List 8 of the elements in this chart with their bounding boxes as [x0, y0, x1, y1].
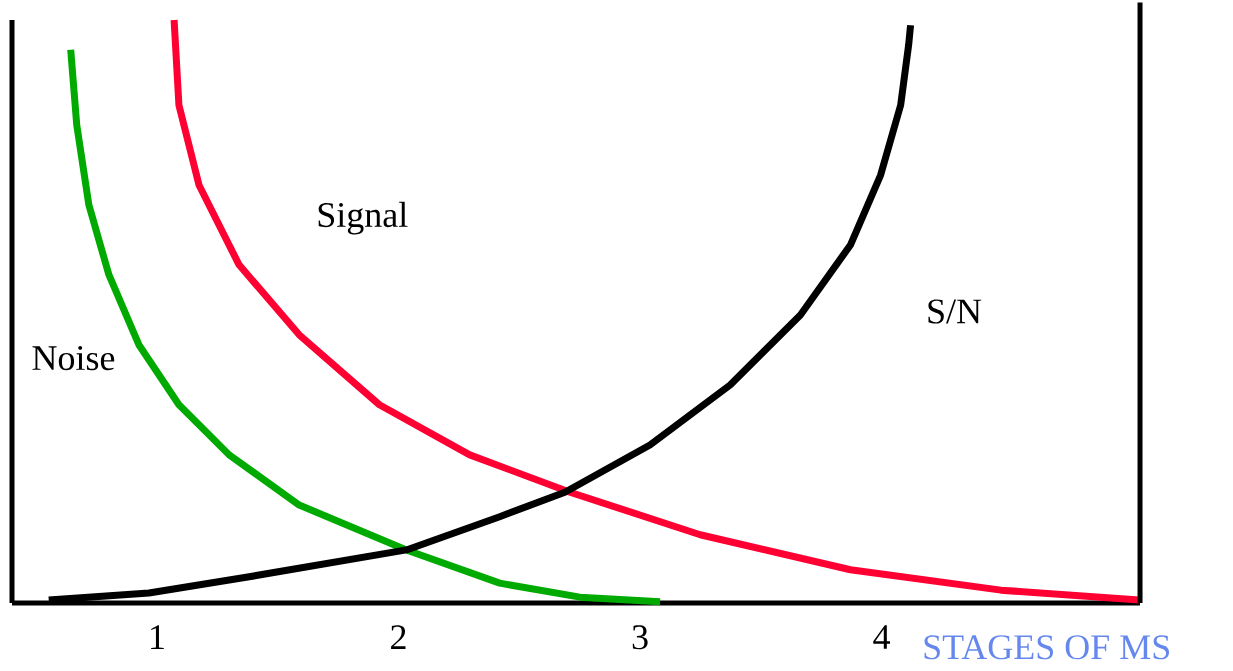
x-axis-title: STAGES OF MS: [924, 635, 1170, 660]
x-tick-label: 1: [151, 625, 164, 649]
text: S/N: [928, 299, 982, 324]
x-tick-label: 3: [632, 625, 648, 650]
series-label: Noise: [32, 345, 115, 371]
x-tick-label: 2: [391, 625, 406, 649]
x-tick-label: 4: [873, 625, 891, 649]
text: Signal: [318, 201, 408, 235]
